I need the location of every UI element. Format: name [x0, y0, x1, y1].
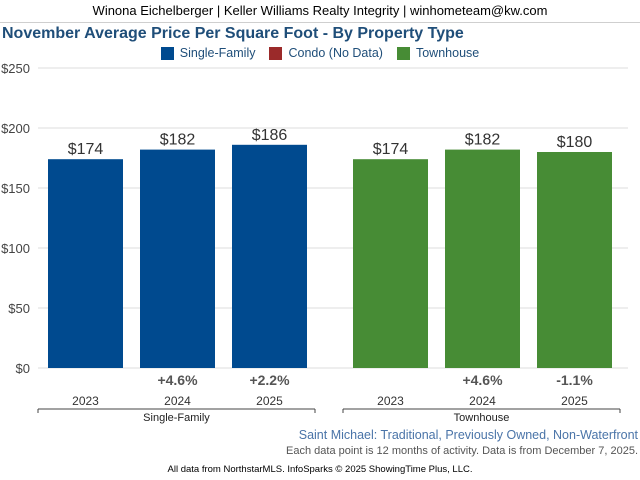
bar-value-label: $182: [160, 132, 196, 149]
bar-value-label: $174: [373, 141, 409, 158]
x-tick-label: 2024: [164, 394, 191, 408]
change-label: +4.6%: [462, 372, 503, 388]
bar-value-label: $182: [465, 132, 501, 149]
bar-value-label: $180: [557, 134, 593, 151]
legend-item-single-family[interactable]: Single-Family: [160, 46, 256, 60]
bar: [537, 152, 612, 368]
change-label: +4.6%: [157, 372, 198, 388]
legend-item-condo[interactable]: Condo (No Data): [269, 46, 383, 60]
bar: [48, 159, 123, 368]
legend: Single-Family Condo (No Data) Townhouse: [0, 46, 640, 60]
data-note: Each data point is 12 months of activity…: [286, 445, 638, 457]
y-tick-label: $0: [16, 361, 30, 376]
legend-label: Condo (No Data): [288, 46, 383, 60]
bar-chart: $0 $50 $100 $150 $200 $250 $174 2023 $182 +4.6% 20…: [1, 61, 628, 424]
x-tick-label: 2023: [72, 394, 99, 408]
y-tick-label: $50: [8, 301, 30, 316]
legend-swatch-single-family: [160, 46, 174, 60]
legend-label: Townhouse: [415, 46, 480, 60]
group-label: Single-Family: [143, 412, 210, 424]
group-label: Townhouse: [454, 412, 510, 424]
footer-credits: All data from NorthstarMLS. InfoSparks ©…: [167, 464, 473, 475]
y-tick-label: $100: [1, 241, 30, 256]
change-label: +2.2%: [249, 372, 290, 388]
x-tick-label: 2023: [377, 394, 404, 408]
legend-swatch-townhouse: [396, 46, 410, 60]
bar-value-label: $174: [68, 141, 104, 158]
y-tick-label: $250: [1, 61, 30, 76]
contact-header: Winona Eichelberger | Keller Williams Re…: [0, 0, 640, 23]
chart-subtitle: Saint Michael: Traditional, Previously O…: [298, 428, 638, 442]
bar: [445, 149, 520, 368]
legend-label: Single-Family: [179, 46, 256, 60]
y-tick-label: $200: [1, 121, 30, 136]
chart-title: November Average Price Per Square Foot -…: [2, 25, 464, 42]
bar-value-label: $186: [252, 127, 288, 144]
bar: [232, 144, 307, 368]
bar: [140, 149, 215, 368]
x-tick-label: 2025: [561, 394, 588, 408]
x-tick-label: 2025: [256, 394, 283, 408]
x-tick-label: 2024: [469, 394, 496, 408]
y-tick-label: $150: [1, 181, 30, 196]
legend-swatch-condo: [269, 46, 283, 60]
legend-item-townhouse[interactable]: Townhouse: [396, 46, 480, 60]
change-label: -1.1%: [556, 372, 593, 388]
bar: [353, 159, 428, 368]
